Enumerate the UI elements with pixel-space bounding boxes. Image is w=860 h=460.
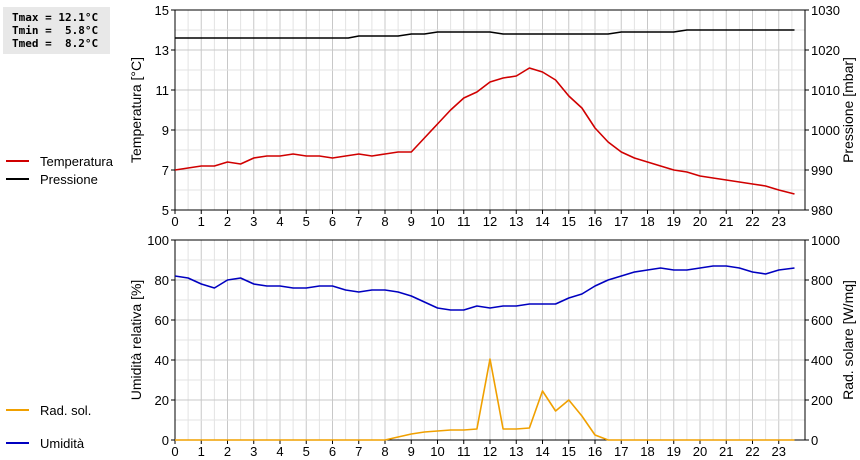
x-tick-label: 21 xyxy=(719,444,733,459)
x-tick-label: 20 xyxy=(693,444,707,459)
legend-label-radsol: Rad. sol. xyxy=(40,402,92,418)
y-right-tick-label: 1020 xyxy=(811,43,840,58)
legend-item-pressione: Pressione xyxy=(6,171,98,187)
x-tick-label: 11 xyxy=(457,214,471,229)
x-tick-label: 15 xyxy=(562,444,576,459)
y-right-axis-title: Rad. solare [W/mq] xyxy=(840,280,856,400)
x-tick-label: 14 xyxy=(535,214,549,229)
stat-tmin: Tmin = 5.8°C xyxy=(12,24,99,37)
legend-label-umidita: Umidità xyxy=(40,435,85,451)
x-tick-label: 19 xyxy=(667,214,681,229)
y-left-tick-label: 80 xyxy=(155,273,169,288)
legend-item-radsol: Rad. sol. xyxy=(6,402,91,418)
legend-label-temperatura: Temperatura xyxy=(40,153,113,169)
y-right-tick-label: 1030 xyxy=(811,3,840,18)
x-tick-label: 18 xyxy=(640,444,654,459)
x-tick-label: 23 xyxy=(772,444,786,459)
x-tick-label: 4 xyxy=(276,214,283,229)
legend-item-temperatura: Temperatura xyxy=(6,153,113,169)
y-left-tick-label: 0 xyxy=(162,433,169,448)
y-left-tick-label: 60 xyxy=(155,313,169,328)
x-tick-label: 1 xyxy=(198,214,205,229)
x-tick-label: 3 xyxy=(250,214,257,229)
x-tick-label: 17 xyxy=(614,444,628,459)
legend-swatch-radsol xyxy=(6,409,29,411)
y-right-tick-label: 400 xyxy=(811,353,833,368)
x-tick-label: 7 xyxy=(355,214,362,229)
series-line-rad-sol xyxy=(175,358,795,441)
y-left-tick-label: 9 xyxy=(162,123,169,138)
x-tick-label: 13 xyxy=(509,444,523,459)
x-tick-label: 16 xyxy=(588,444,602,459)
stat-tmax: Tmax = 12.1°C xyxy=(12,11,99,24)
y-right-tick-label: 1000 xyxy=(811,233,840,248)
y-right-tick-label: 980 xyxy=(811,203,833,218)
x-tick-label: 11 xyxy=(457,444,471,459)
y-left-tick-label: 5 xyxy=(162,203,169,218)
x-tick-label: 3 xyxy=(250,444,257,459)
x-tick-label: 8 xyxy=(381,214,388,229)
y-left-axis-title: Temperatura [°C] xyxy=(128,57,144,163)
x-tick-label: 12 xyxy=(483,214,497,229)
x-tick-label: 19 xyxy=(667,444,681,459)
x-tick-label: 6 xyxy=(329,444,336,459)
y-right-tick-label: 800 xyxy=(811,273,833,288)
x-tick-label: 1 xyxy=(198,444,205,459)
x-tick-label: 10 xyxy=(430,444,444,459)
y-left-tick-label: 13 xyxy=(155,43,169,58)
y-right-axis-title: Pressione [mbar] xyxy=(840,57,856,163)
x-tick-label: 13 xyxy=(509,214,523,229)
stats-box: Tmax = 12.1°C Tmin = 5.8°C Tmed = 8.2°C xyxy=(3,7,110,54)
y-left-tick-label: 7 xyxy=(162,163,169,178)
x-tick-label: 2 xyxy=(224,444,231,459)
x-tick-label: 9 xyxy=(408,214,415,229)
series-line-pressione xyxy=(175,29,795,39)
x-tick-label: 17 xyxy=(614,214,628,229)
x-tick-label: 9 xyxy=(408,444,415,459)
y-left-tick-label: 40 xyxy=(155,353,169,368)
x-tick-label: 20 xyxy=(693,214,707,229)
x-tick-label: 22 xyxy=(745,214,759,229)
x-tick-label: 15 xyxy=(562,214,576,229)
x-tick-label: 8 xyxy=(381,444,388,459)
y-right-tick-label: 1010 xyxy=(811,83,840,98)
x-tick-label: 23 xyxy=(772,214,786,229)
x-tick-label: 22 xyxy=(745,444,759,459)
x-tick-label: 6 xyxy=(329,214,336,229)
x-tick-label: 0 xyxy=(171,214,178,229)
x-tick-label: 0 xyxy=(171,444,178,459)
x-tick-label: 21 xyxy=(719,214,733,229)
x-tick-label: 10 xyxy=(430,214,444,229)
y-right-tick-label: 990 xyxy=(811,163,833,178)
y-left-axis-title: Umidità relativa [%] xyxy=(128,280,144,401)
y-left-tick-label: 100 xyxy=(147,233,169,248)
x-tick-label: 2 xyxy=(224,214,231,229)
series-line-temperatura xyxy=(174,67,795,195)
stat-tmed: Tmed = 8.2°C xyxy=(12,37,99,50)
legend-swatch-temperatura xyxy=(6,160,29,162)
y-right-tick-label: 200 xyxy=(811,393,833,408)
x-tick-label: 7 xyxy=(355,444,362,459)
legend-label-pressione: Pressione xyxy=(40,171,98,187)
x-tick-label: 12 xyxy=(483,444,497,459)
x-tick-label: 16 xyxy=(588,214,602,229)
legend-swatch-umidita xyxy=(6,442,29,444)
x-tick-label: 5 xyxy=(303,214,310,229)
y-right-tick-label: 1000 xyxy=(811,123,840,138)
y-left-tick-label: 15 xyxy=(155,3,169,18)
series-line-umidit xyxy=(174,265,795,311)
x-tick-label: 18 xyxy=(640,214,654,229)
legend-swatch-pressione xyxy=(6,178,29,180)
legend-item-umidita: Umidità xyxy=(6,435,84,451)
y-left-tick-label: 20 xyxy=(155,393,169,408)
y-left-tick-label: 11 xyxy=(156,83,170,98)
x-tick-label: 14 xyxy=(535,444,549,459)
y-right-tick-label: 0 xyxy=(811,433,818,448)
y-right-tick-label: 600 xyxy=(811,313,833,328)
x-tick-label: 4 xyxy=(276,444,283,459)
x-tick-label: 5 xyxy=(303,444,310,459)
